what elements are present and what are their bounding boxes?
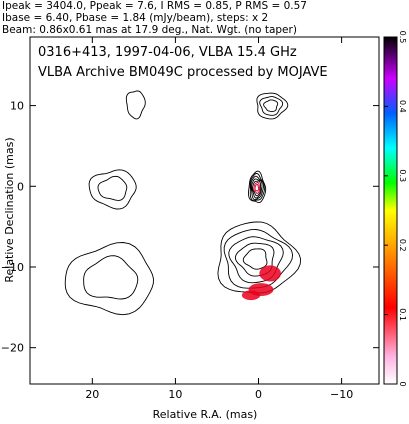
- contour-core-level-2: [249, 173, 266, 202]
- y-tick-label-0: 0: [17, 180, 24, 193]
- polarization-patch-3: [241, 290, 261, 301]
- colorbar-ticks: 0 0.1 0.2 0.3 0.4 0.5: [384, 31, 407, 387]
- x-axis-label: Relative R.A. (mas): [153, 408, 258, 421]
- colorbar-tick-label-0.1: 0.1: [398, 308, 407, 321]
- contour-western-north-blob-level-1: [125, 90, 146, 120]
- contour-southern-jet-region-level-1: [217, 221, 302, 294]
- contour-northern-knot-level-1: [256, 92, 289, 120]
- header-line-1: Ipeak = 3404.0, Ppeak = 7.6, I RMS = 0.8…: [2, 0, 307, 12]
- contour-core-level-6: [253, 182, 261, 194]
- colorbar-tick-label-0: 0: [398, 381, 407, 386]
- y-tick-label--20: −20: [1, 342, 24, 355]
- header-line-3: Beam: 0.86x0.61 mas at 17.9 deg., Nat. W…: [2, 24, 297, 36]
- y-axis-label: Relative Declination (mas): [3, 137, 16, 282]
- colorbar-tick-label-0.2: 0.2: [398, 239, 407, 252]
- y-tick-label--10: −10: [1, 261, 24, 274]
- contour-core-level-3: [250, 175, 264, 201]
- contour-northern-knot-level-3: [263, 99, 279, 112]
- contour-layer: [64, 90, 302, 316]
- contour-eastern-mid-lobe-level-1: [88, 169, 137, 210]
- plot-frame: [29, 36, 380, 385]
- colorbar-tick-label-0.3: 0.3: [398, 169, 407, 182]
- colorbar-tick-label-0.5: 0.5: [398, 31, 407, 44]
- colorbar-tick-label-0.4: 0.4: [398, 100, 407, 113]
- y-tick-label-10: 10: [10, 100, 24, 113]
- contour-southern-jet-region-level-2: [223, 229, 294, 289]
- contour-eastern-south-lobe-level-2: [83, 255, 139, 300]
- polarization-layer: [241, 265, 281, 301]
- contour-core-level-7: [254, 183, 260, 192]
- x-tick-label-20: 20: [85, 388, 99, 401]
- contour-eastern-south-lobe-level-1: [64, 242, 154, 316]
- axis-ticks: 20 10 0 −10 10 0 −10 −20: [1, 37, 379, 401]
- colorbar: [383, 36, 398, 385]
- x-tick-label-10: 10: [168, 388, 182, 401]
- polarization-patch-1: [259, 265, 281, 282]
- header-line-2: Ibase = 6.40, Pbase = 1.84 (mJy/beam), s…: [2, 12, 269, 24]
- plot-title-line-1: 0316+413, 1997-04-06, VLBA 15.4 GHz: [38, 45, 297, 60]
- contour-northern-knot-level-2: [259, 96, 284, 116]
- contour-core-level-5: [252, 180, 261, 197]
- contour-core-level-4: [251, 178, 263, 199]
- contour-core-level-1: [248, 170, 267, 204]
- contour-eastern-mid-lobe-level-2: [97, 175, 128, 201]
- x-tick-label-0: 0: [255, 388, 262, 401]
- contour-southern-jet-region-level-5: [242, 248, 268, 270]
- x-tick-label--10: −10: [330, 388, 353, 401]
- plot-title-line-2: VLBA Archive BM049C processed by MOJAVE: [38, 65, 328, 80]
